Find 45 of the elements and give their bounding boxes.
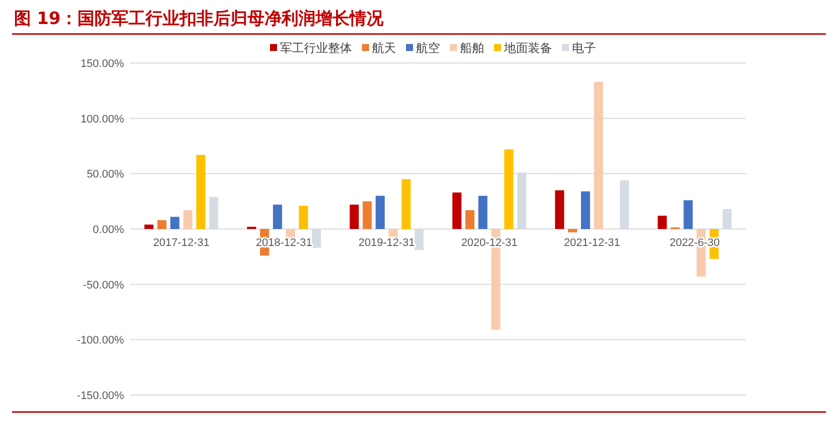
bar — [209, 196, 218, 229]
bar — [388, 229, 398, 237]
legend-label: 航空 — [416, 41, 440, 55]
bar — [183, 210, 192, 229]
bar — [465, 210, 474, 229]
bar — [452, 192, 462, 229]
bar — [594, 82, 604, 229]
y-tick-label: 150.00% — [80, 58, 124, 70]
legend-label: 电子 — [572, 41, 596, 55]
bar — [658, 216, 667, 229]
bar — [414, 229, 424, 250]
bar — [722, 209, 732, 229]
x-tick-label: 2021-12-31 — [564, 237, 620, 249]
legend-label: 航天 — [372, 41, 396, 55]
bar — [312, 229, 321, 248]
bar — [362, 201, 372, 229]
bar — [478, 196, 488, 229]
legend-label: 地面装备 — [503, 41, 552, 55]
bar — [298, 206, 308, 229]
bar — [350, 204, 359, 229]
x-tick-label: 2017-12-31 — [153, 237, 210, 249]
legend-label: 军工行业整体 — [280, 41, 352, 55]
y-tick-label: -100.00% — [76, 334, 124, 347]
bar — [620, 180, 629, 229]
bar — [170, 216, 180, 229]
x-tick-label: 2019-12-31 — [358, 237, 415, 249]
y-tick-label: -150.00% — [76, 390, 124, 402]
bar — [157, 220, 166, 229]
bar — [568, 229, 578, 232]
y-tick-label: 100.00% — [80, 113, 124, 126]
bar — [376, 196, 385, 229]
bar — [272, 204, 282, 229]
bar — [580, 191, 590, 229]
bar — [144, 224, 154, 229]
y-tick-label: -50.00% — [83, 279, 124, 292]
bar — [402, 179, 411, 229]
bar — [555, 190, 564, 229]
chart-title: 图 19：国防军工行业扣非后归母净利润增长情况 — [14, 9, 385, 29]
x-tick-label: 2020-12-31 — [461, 237, 518, 249]
bar — [504, 149, 514, 229]
bar — [684, 200, 693, 229]
bar — [196, 154, 206, 229]
legend-label: 船舶 — [460, 41, 484, 55]
y-tick-label: 50.00% — [86, 168, 124, 181]
y-tick-label: 0.00% — [92, 224, 124, 236]
